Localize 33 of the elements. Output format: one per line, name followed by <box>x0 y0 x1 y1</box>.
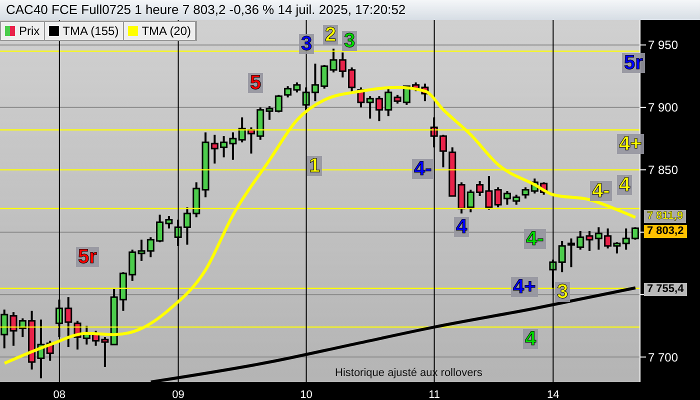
text: 7 803,2 <box>644 225 687 238</box>
annotation: 5 <box>248 72 264 94</box>
legend-label: Prix <box>19 24 40 38</box>
text: 7 811,9 <box>644 210 686 223</box>
candlestick <box>0 308 8 350</box>
legend-label: TMA (155) <box>62 24 119 38</box>
annotation: 4+ <box>511 276 538 298</box>
annotation: 5r <box>622 52 645 74</box>
y-tick-label: 7 700 <box>648 350 678 364</box>
annotation: 4 <box>617 174 632 196</box>
x-tick-label: 08 <box>53 388 66 400</box>
annotation: 2 <box>323 24 338 46</box>
x-tick-label: 09 <box>172 388 184 400</box>
chart-title: CAC40 FCE Full0725 1 heure 7 803,2 -0,36 % 14 juil. 2025, 17:20:52 <box>6 2 406 17</box>
annotation: 4- <box>524 228 546 250</box>
annotation: 5r <box>76 246 99 268</box>
text: 7 755,4 <box>644 283 687 296</box>
annotation: 4 <box>523 328 538 350</box>
annotation: 3 <box>342 30 358 52</box>
x-tick-label: 10 <box>300 388 312 400</box>
legend-label: TMA (20) <box>142 24 192 38</box>
annotation: 4- <box>590 180 612 202</box>
x-tick-label: 14 <box>547 388 560 400</box>
annotation: 3 <box>299 33 314 55</box>
annotation: 1 <box>307 155 322 177</box>
x-tick-label: 11 <box>428 388 440 400</box>
y-tick-label: 7 850 <box>648 163 678 178</box>
y-tick-label: 7 950 <box>648 38 678 52</box>
annotation: 4+ <box>617 133 644 155</box>
annotation: 3 <box>555 281 570 303</box>
annotation: 4- <box>412 158 434 180</box>
annotation: 4 <box>454 216 470 238</box>
y-tick-label: 7 900 <box>648 100 678 115</box>
